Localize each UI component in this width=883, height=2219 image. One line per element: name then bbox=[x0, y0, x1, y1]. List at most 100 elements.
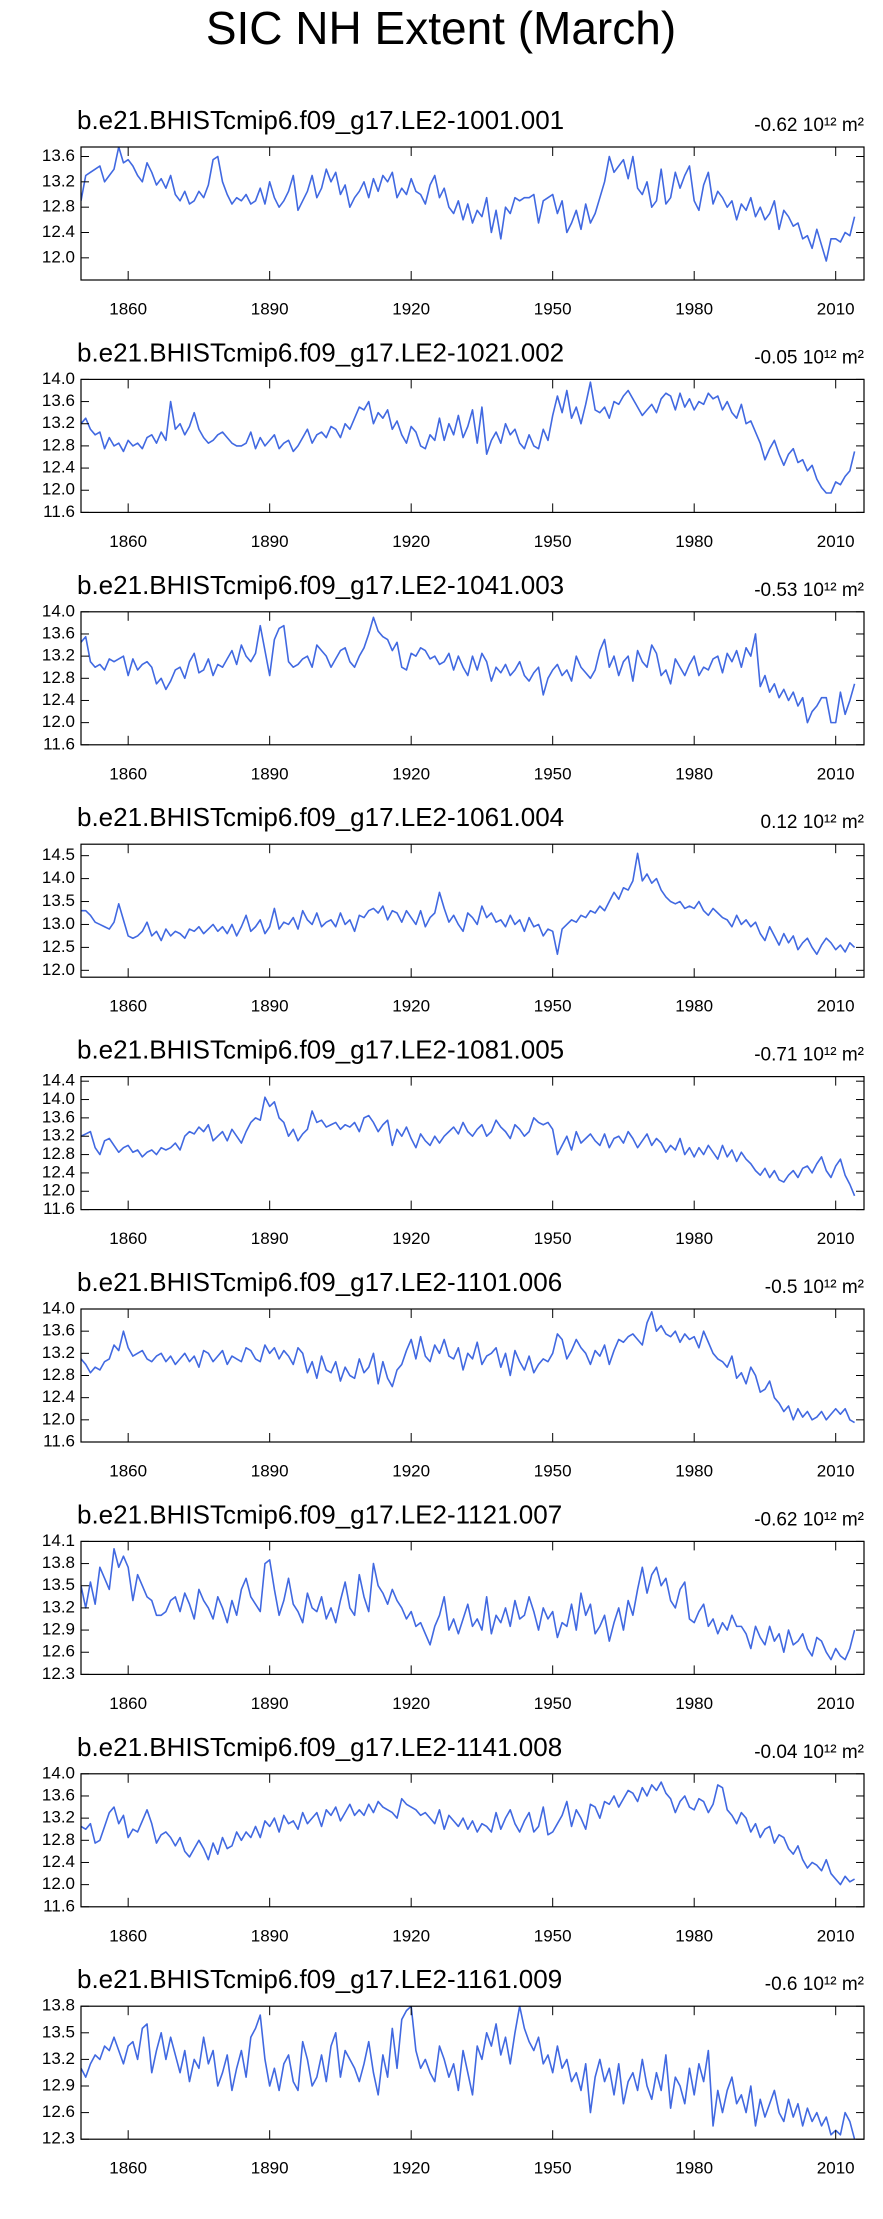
x-tick-label: 1860 bbox=[109, 997, 147, 1016]
panel: b.e21.BHISTcmip6.f09_g17.LE2-1101.006 -0.… bbox=[42, 1267, 865, 1480]
plot-frame bbox=[80, 1540, 865, 1676]
panel-annotation: -0.6 10¹² m² bbox=[765, 1974, 864, 1995]
y-tick-label: 12.4 bbox=[42, 1387, 75, 1406]
x-tick-label: 1920 bbox=[392, 997, 430, 1016]
x-tick-label: 1950 bbox=[534, 1694, 572, 1713]
data-line bbox=[81, 2006, 856, 2140]
y-tick-label: 11.6 bbox=[43, 502, 75, 521]
y-tick-label: 12.0 bbox=[42, 1181, 75, 1200]
x-tick-label: 1890 bbox=[251, 997, 289, 1016]
x-tick-label: 1980 bbox=[675, 532, 713, 551]
y-tick-label: 13.2 bbox=[42, 2049, 75, 2068]
data-line bbox=[81, 1547, 856, 1661]
plot-frame bbox=[80, 378, 865, 513]
y-tick-label: 12.0 bbox=[42, 1874, 75, 1893]
y-tick-label: 12.4 bbox=[42, 1852, 75, 1871]
panel: b.e21.BHISTcmip6.f09_g17.LE2-1061.004 0.1… bbox=[42, 802, 865, 1016]
data-line bbox=[81, 616, 856, 724]
x-tick-label: 1860 bbox=[109, 1926, 147, 1945]
x-tick-label: 2010 bbox=[817, 532, 855, 551]
panel-annotation: -0.04 10¹² m² bbox=[754, 1742, 864, 1763]
panel: b.e21.BHISTcmip6.f09_g17.LE2-1141.008 -0.… bbox=[42, 1732, 865, 1945]
y-tick-label: 14.0 bbox=[42, 1763, 75, 1782]
figure-title: SIC NH Extent (March) bbox=[206, 2, 676, 54]
x-tick-label: 1980 bbox=[675, 1461, 713, 1480]
y-tick-label: 12.8 bbox=[42, 1144, 75, 1163]
panel-annotation: -0.62 10¹² m² bbox=[754, 115, 864, 136]
y-tick-label: 14.1 bbox=[42, 1531, 75, 1550]
y-tick-label: 12.6 bbox=[42, 1642, 75, 1661]
y-tick-label: 12.6 bbox=[42, 2102, 75, 2121]
plot-area bbox=[81, 2006, 856, 2140]
x-tick-label: 1950 bbox=[534, 764, 572, 783]
x-tick-label: 1920 bbox=[392, 764, 430, 783]
data-line bbox=[81, 852, 856, 956]
x-tick-label: 1890 bbox=[251, 1461, 289, 1480]
x-tick-label: 1860 bbox=[109, 2159, 147, 2178]
y-tick-label: 12.8 bbox=[42, 1365, 75, 1384]
panel-annotation: -0.71 10¹² m² bbox=[754, 1045, 864, 1066]
x-tick-label: 2010 bbox=[817, 299, 855, 318]
x-tick-label: 1980 bbox=[675, 1229, 713, 1248]
y-tick-label: 12.4 bbox=[42, 1162, 75, 1181]
x-tick-label: 1860 bbox=[109, 1461, 147, 1480]
x-tick-label: 1860 bbox=[109, 1694, 147, 1713]
y-tick-label: 12.0 bbox=[42, 960, 75, 979]
x-tick-label: 2010 bbox=[817, 1461, 855, 1480]
y-tick-label: 12.0 bbox=[42, 247, 75, 266]
x-tick-label: 1860 bbox=[109, 299, 147, 318]
x-tick-label: 1860 bbox=[109, 1229, 147, 1248]
data-line bbox=[81, 1096, 856, 1197]
x-tick-label: 1890 bbox=[251, 1229, 289, 1248]
panel: b.e21.BHISTcmip6.f09_g17.LE2-1021.002 -0.… bbox=[42, 337, 865, 551]
y-tick-label: 11.6 bbox=[43, 1896, 75, 1915]
x-tick-label: 2010 bbox=[817, 1229, 855, 1248]
panel-title: b.e21.BHISTcmip6.f09_g17.LE2-1001.001 bbox=[77, 105, 564, 135]
y-tick-label: 11.6 bbox=[43, 1431, 75, 1450]
y-tick-label: 13.5 bbox=[42, 891, 75, 910]
x-tick-label: 1980 bbox=[675, 764, 713, 783]
x-tick-label: 2010 bbox=[817, 2159, 855, 2178]
y-tick-label: 12.8 bbox=[42, 435, 75, 454]
data-line bbox=[81, 1781, 855, 1886]
x-tick-label: 1920 bbox=[392, 2159, 430, 2178]
y-tick-label: 13.2 bbox=[42, 646, 75, 665]
x-tick-label: 1950 bbox=[534, 299, 572, 318]
plot-area bbox=[81, 616, 856, 724]
panel-annotation: -0.53 10¹² m² bbox=[754, 580, 864, 601]
x-tick-label: 1860 bbox=[109, 532, 147, 551]
x-tick-label: 1890 bbox=[251, 2159, 289, 2178]
x-tick-label: 1950 bbox=[534, 532, 572, 551]
x-tick-label: 1890 bbox=[251, 1694, 289, 1713]
y-tick-label: 13.5 bbox=[42, 1575, 75, 1594]
panel-title: b.e21.BHISTcmip6.f09_g17.LE2-1101.006 bbox=[77, 1267, 562, 1297]
y-tick-label: 13.2 bbox=[42, 413, 75, 432]
panel-annotation: -0.62 10¹² m² bbox=[754, 1509, 864, 1530]
data-line bbox=[81, 147, 856, 262]
x-tick-label: 1950 bbox=[534, 997, 572, 1016]
y-tick-label: 12.4 bbox=[42, 222, 75, 241]
x-tick-label: 2010 bbox=[817, 764, 855, 783]
x-tick-label: 2010 bbox=[817, 1926, 855, 1945]
y-tick-label: 14.0 bbox=[42, 868, 75, 887]
y-tick-label: 13.6 bbox=[42, 623, 75, 642]
y-tick-label: 13.0 bbox=[42, 914, 75, 933]
x-tick-label: 1950 bbox=[534, 2159, 572, 2178]
y-tick-label: 13.6 bbox=[42, 146, 75, 165]
y-tick-label: 12.3 bbox=[42, 1664, 75, 1683]
x-tick-label: 1920 bbox=[392, 1926, 430, 1945]
y-tick-label: 13.8 bbox=[42, 1996, 75, 2015]
panel-title: b.e21.BHISTcmip6.f09_g17.LE2-1081.005 bbox=[77, 1035, 564, 1065]
x-tick-label: 1920 bbox=[392, 1229, 430, 1248]
y-tick-label: 13.2 bbox=[42, 1597, 75, 1616]
panel-annotation: 0.12 10¹² m² bbox=[761, 812, 864, 833]
data-line bbox=[81, 1310, 855, 1424]
x-tick-label: 1950 bbox=[534, 1926, 572, 1945]
y-tick-label: 12.4 bbox=[42, 458, 75, 477]
x-tick-label: 1920 bbox=[392, 532, 430, 551]
panel: b.e21.BHISTcmip6.f09_g17.LE2-1041.003 -0.… bbox=[42, 570, 865, 783]
y-tick-label: 12.0 bbox=[42, 1409, 75, 1428]
x-tick-label: 2010 bbox=[817, 997, 855, 1016]
x-tick-label: 1860 bbox=[109, 764, 147, 783]
